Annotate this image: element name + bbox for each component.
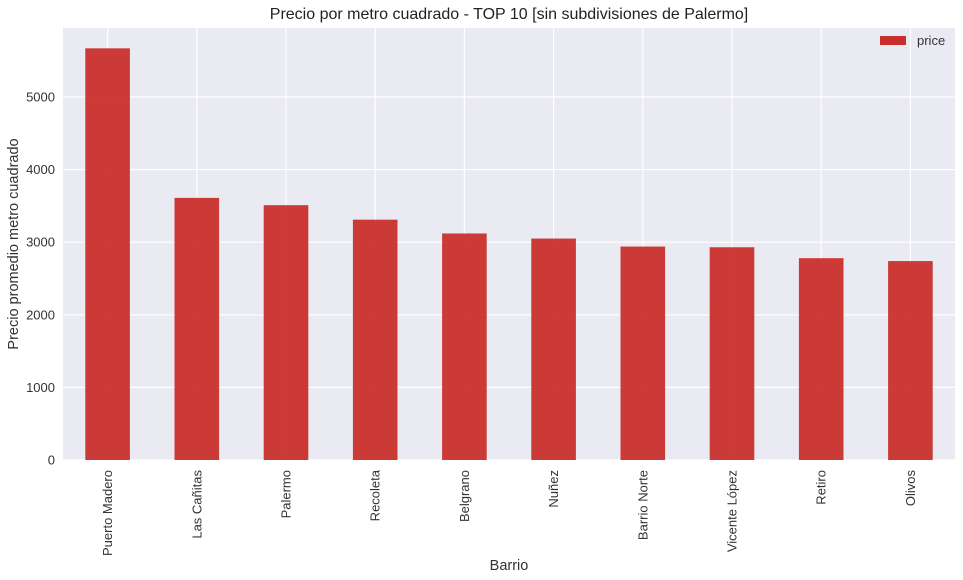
y-tick-label: 5000 bbox=[26, 89, 55, 104]
bar bbox=[442, 233, 487, 460]
x-axis-label: Barrio bbox=[490, 558, 529, 574]
y-tick-label: 1000 bbox=[26, 380, 55, 395]
y-axis-label: Precio promedio metro cuadrado bbox=[6, 138, 22, 349]
y-axis-ticks: 0 1000 2000 3000 4000 5000 bbox=[26, 89, 55, 467]
legend-swatch bbox=[880, 36, 906, 45]
bar bbox=[263, 205, 309, 460]
bar bbox=[174, 197, 220, 460]
x-tick-label: Barrio Norte bbox=[635, 470, 650, 540]
x-tick-label: Puerto Madero bbox=[100, 470, 115, 556]
bar bbox=[709, 247, 755, 460]
x-tick-label: Palermo bbox=[279, 470, 294, 518]
x-tick-label: Vicente López bbox=[725, 470, 740, 552]
x-axis-ticks: Puerto Madero Las Cañitas Palermo Recoleta B… bbox=[100, 469, 918, 556]
y-tick-label: 4000 bbox=[26, 162, 55, 177]
x-tick-label: Retiro bbox=[814, 470, 829, 505]
legend-label: price bbox=[917, 33, 945, 48]
x-tick-label: Olivos bbox=[903, 470, 918, 507]
y-tick-label: 2000 bbox=[26, 307, 55, 322]
x-tick-label: Belgrano bbox=[457, 470, 472, 522]
x-tick-label: Nuñez bbox=[546, 470, 561, 508]
y-tick-label: 3000 bbox=[26, 235, 55, 250]
y-tick-label: 0 bbox=[48, 453, 55, 468]
bar bbox=[798, 258, 844, 460]
bar bbox=[888, 261, 933, 460]
x-tick-label: Recoleta bbox=[368, 469, 383, 521]
bar bbox=[352, 219, 398, 460]
bar bbox=[531, 238, 576, 460]
bar bbox=[85, 48, 130, 461]
bar bbox=[620, 246, 666, 460]
chart-title: Precio por metro cuadrado - TOP 10 [sin … bbox=[270, 6, 748, 23]
legend: price bbox=[880, 33, 945, 48]
x-tick-label: Las Cañitas bbox=[189, 470, 204, 539]
bars bbox=[85, 48, 933, 461]
